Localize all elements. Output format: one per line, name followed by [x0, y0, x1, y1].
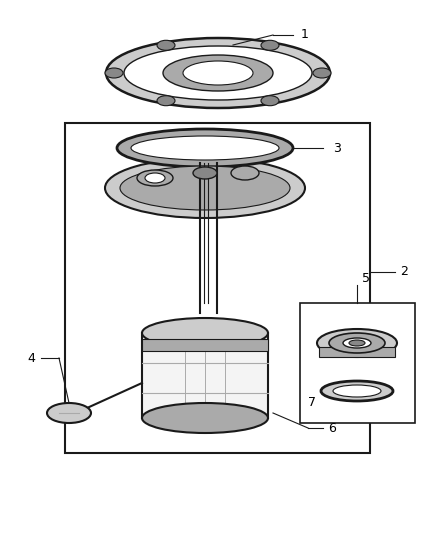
Ellipse shape	[321, 381, 393, 401]
Text: 7: 7	[308, 397, 316, 409]
Text: 2: 2	[400, 265, 408, 278]
Ellipse shape	[231, 166, 259, 180]
Ellipse shape	[124, 46, 312, 100]
Ellipse shape	[157, 41, 175, 50]
Bar	[65, 123, 370, 453]
Text: 6: 6	[328, 422, 336, 434]
Ellipse shape	[261, 96, 279, 106]
Ellipse shape	[145, 173, 165, 183]
Ellipse shape	[47, 403, 91, 423]
Text: 5: 5	[362, 271, 370, 285]
Ellipse shape	[142, 318, 268, 348]
Ellipse shape	[333, 385, 381, 397]
Ellipse shape	[329, 333, 385, 353]
Text: 1: 1	[301, 28, 309, 42]
Ellipse shape	[105, 158, 305, 218]
Text: 4: 4	[27, 351, 35, 365]
Text: 3: 3	[333, 141, 341, 155]
Ellipse shape	[261, 41, 279, 50]
Bar	[142, 333, 268, 418]
Ellipse shape	[131, 136, 279, 160]
Bar	[300, 303, 415, 423]
Ellipse shape	[106, 38, 330, 108]
Ellipse shape	[157, 96, 175, 106]
Ellipse shape	[193, 167, 217, 179]
Ellipse shape	[142, 403, 268, 433]
Ellipse shape	[343, 338, 371, 348]
Ellipse shape	[313, 68, 331, 78]
Ellipse shape	[120, 166, 290, 210]
Bar	[319, 347, 395, 357]
Ellipse shape	[183, 61, 253, 85]
Ellipse shape	[317, 329, 397, 357]
Ellipse shape	[137, 170, 173, 186]
Ellipse shape	[117, 129, 293, 167]
Ellipse shape	[349, 340, 365, 346]
Ellipse shape	[163, 55, 273, 91]
Bar	[142, 339, 268, 351]
Ellipse shape	[105, 68, 123, 78]
